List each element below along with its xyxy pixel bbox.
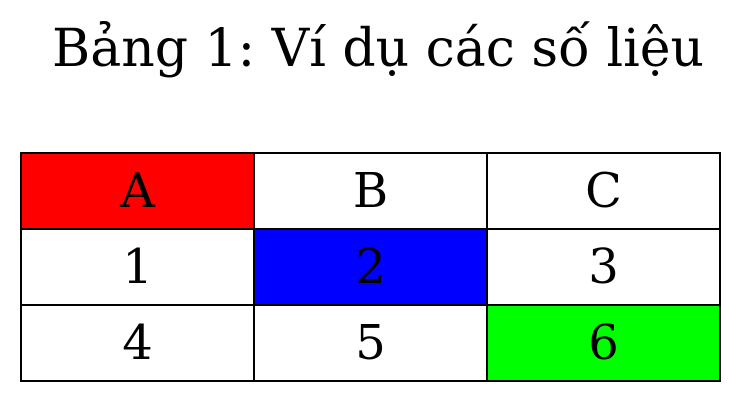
table-cell: 6: [486, 304, 721, 382]
table-cell: 4: [20, 304, 255, 382]
table-row: 1 2 3: [20, 228, 721, 306]
table-caption: Bảng 1: Ví dụ các số liệu: [51, 19, 704, 79]
table-cell: 1: [20, 228, 255, 306]
table-cell: 3: [486, 228, 721, 306]
table-cell: B: [253, 152, 488, 230]
table-row: 4 5 6: [20, 304, 721, 382]
table-row: A B C: [20, 152, 721, 230]
data-table: A B C 1 2 3 4 5 6: [20, 152, 721, 382]
table-cell: C: [486, 152, 721, 230]
table-cell: 2: [253, 228, 488, 306]
table-cell: 5: [253, 304, 488, 382]
table-cell: A: [20, 152, 255, 230]
